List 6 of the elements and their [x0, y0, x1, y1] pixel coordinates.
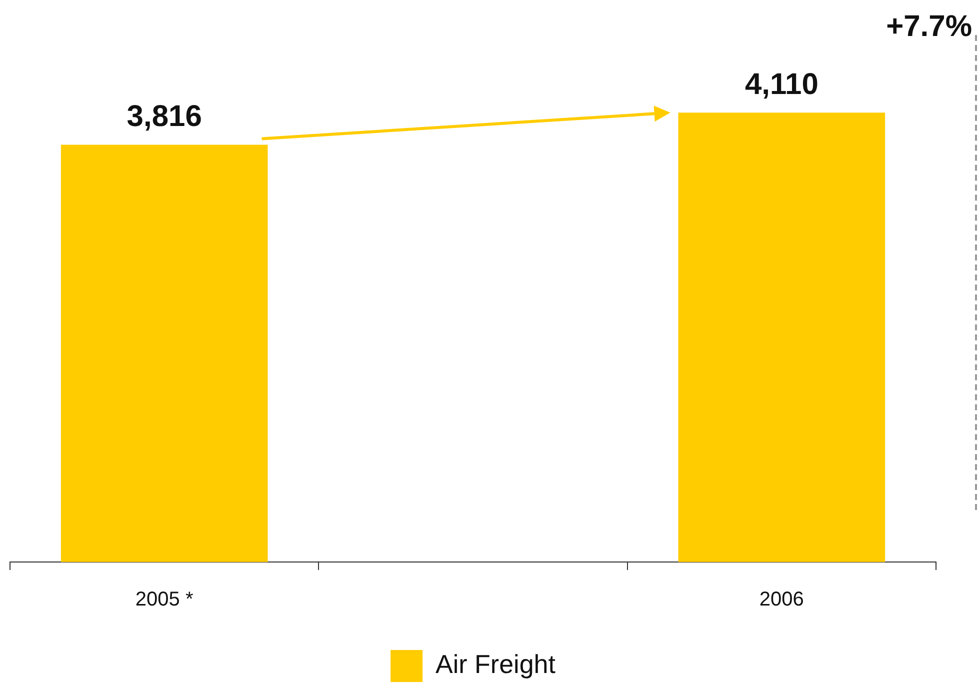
text: +7.7%	[886, 10, 972, 44]
data-label: 3,816	[126, 100, 202, 134]
x-tick-label: 2006	[759, 588, 804, 611]
x-tick-label: 2005 *	[135, 588, 194, 611]
legend-label: Air Freight	[436, 649, 556, 680]
data-label: 4,110	[744, 68, 818, 101]
